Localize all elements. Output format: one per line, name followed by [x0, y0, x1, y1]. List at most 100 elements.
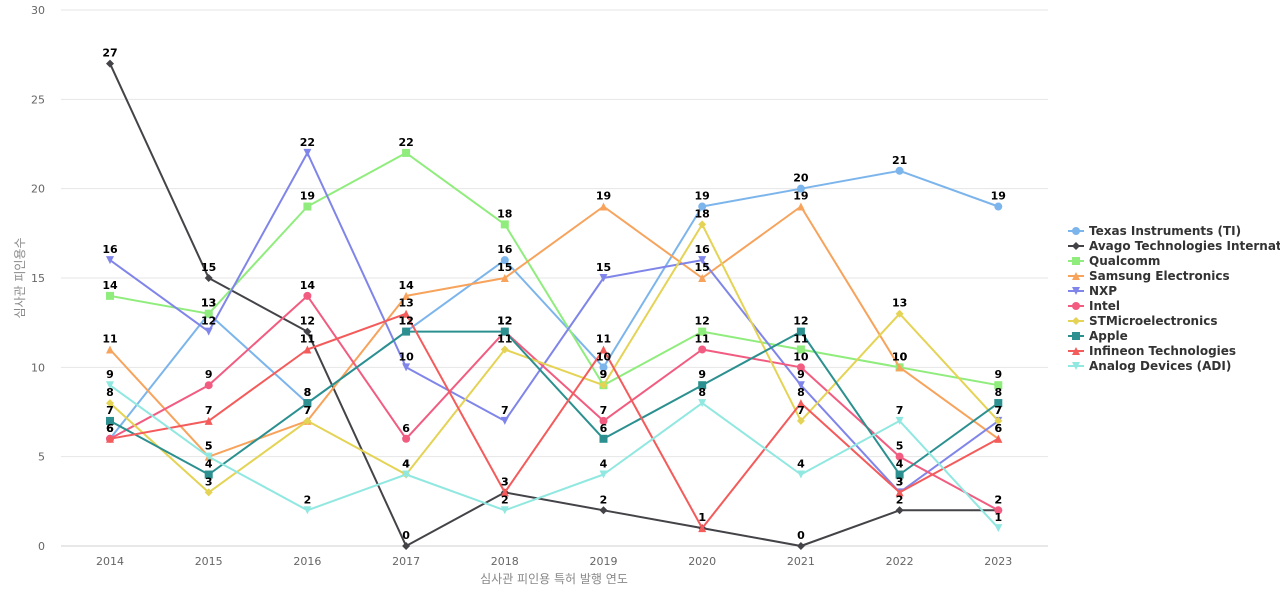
legend-item[interactable]: Analog Devices (ADI): [1068, 359, 1231, 373]
data-point: [994, 434, 1003, 443]
series-line: [109, 294, 999, 512]
data-label: 9: [698, 368, 706, 381]
data-point: [303, 506, 312, 515]
data-point: [599, 416, 608, 425]
y-tick-label: 0: [38, 540, 45, 553]
data-point: [1072, 302, 1080, 310]
data-point: [599, 470, 608, 479]
series: [106, 381, 1003, 533]
data-label: 10: [596, 350, 612, 363]
data-label: 4: [600, 458, 608, 471]
data-point: [698, 381, 707, 390]
legend-label: NXP: [1089, 284, 1117, 298]
legend-item[interactable]: NXP: [1068, 284, 1117, 298]
data-point: [204, 416, 213, 425]
data-point: [796, 399, 805, 408]
data-point: [204, 470, 213, 479]
legend-label: Infineon Technologies: [1089, 344, 1236, 358]
x-tick-label: 2014: [96, 555, 124, 568]
x-axis-title: 심사관 피인용 특허 발행 연도: [480, 571, 628, 586]
data-label: 9: [994, 368, 1002, 381]
data-label: 2: [994, 493, 1002, 506]
legend-item[interactable]: STMicroelectronics: [1068, 314, 1217, 328]
series-line: [109, 330, 999, 476]
data-point: [500, 506, 509, 515]
data-label: 1: [994, 511, 1002, 524]
data-label: 7: [304, 404, 312, 417]
legend-item[interactable]: Texas Instruments (TI): [1068, 224, 1241, 238]
data-label: 6: [600, 422, 608, 435]
data-label: 9: [600, 368, 608, 381]
data-label: 2: [501, 493, 509, 506]
data-label: 11: [793, 332, 808, 345]
series-line: [109, 151, 999, 387]
data-point: [994, 416, 1003, 425]
data-point: [796, 542, 805, 550]
data-point: [698, 202, 707, 211]
data-label: 7: [600, 404, 608, 417]
data-point: [698, 327, 707, 336]
data-label: 8: [797, 386, 805, 399]
legend-item[interactable]: Samsung Electronics: [1068, 269, 1230, 283]
data-point: [402, 434, 411, 443]
data-label: 3: [501, 475, 509, 488]
data-point: [204, 488, 213, 497]
data-point: [895, 470, 904, 479]
data-point: [796, 345, 805, 354]
data-point: [303, 327, 312, 336]
y-tick-label: 10: [31, 361, 45, 374]
data-point: [204, 381, 213, 390]
legend-item[interactable]: Apple: [1068, 329, 1128, 343]
data-label: 3: [896, 475, 904, 488]
data-label: 6: [994, 422, 1002, 435]
data-label: 19: [596, 190, 611, 203]
data-label: 12: [793, 315, 808, 328]
x-tick-label: 2017: [392, 555, 420, 568]
y-tick-label: 30: [31, 4, 45, 17]
data-point: [402, 309, 411, 318]
data-label: 11: [102, 332, 117, 345]
x-tick-label: 2020: [688, 555, 716, 568]
series-group: [106, 59, 1003, 550]
x-tick-label: 2019: [590, 555, 618, 568]
legend-item[interactable]: Infineon Technologies: [1068, 344, 1236, 358]
legend-item[interactable]: Qualcomm: [1068, 254, 1160, 268]
series: [106, 220, 1003, 497]
data-point: [994, 506, 1003, 515]
data-point: [402, 327, 411, 336]
y-axis-ticks: 0 5 10 15 20 25 30: [31, 4, 45, 553]
data-point: [106, 291, 114, 300]
data-label: 19: [991, 190, 1006, 203]
data-label: 11: [695, 332, 710, 345]
legend-item[interactable]: Intel: [1068, 299, 1120, 313]
x-tick-label: 2015: [195, 555, 223, 568]
data-point: [106, 381, 114, 390]
data-point: [895, 488, 904, 497]
data-point: [895, 363, 904, 372]
data-label: 3: [896, 475, 904, 488]
data-label: 7: [994, 404, 1002, 417]
data-point: [796, 381, 805, 390]
data-label: 5: [205, 440, 213, 453]
legend-label: Apple: [1089, 329, 1128, 343]
data-point: [204, 274, 213, 282]
data-point: [599, 506, 608, 515]
series-line: [109, 151, 999, 494]
legend-item[interactable]: Avago Technologies Internat...: [1068, 239, 1280, 253]
legend-label: Texas Instruments (TI): [1089, 224, 1241, 238]
data-point: [402, 291, 411, 300]
data-point: [303, 291, 312, 300]
data-label: 19: [300, 190, 315, 203]
data-label: 1: [698, 511, 706, 524]
data-label: 10: [892, 350, 908, 363]
data-label: 21: [892, 154, 907, 167]
series-line: [109, 205, 999, 458]
data-label: 4: [402, 458, 410, 471]
data-label: 9: [205, 368, 213, 381]
series: [106, 327, 1003, 479]
data-label: 7: [501, 404, 509, 417]
data-label: 6: [402, 422, 410, 435]
data-label: 15: [596, 261, 611, 274]
data-point: [106, 434, 114, 443]
